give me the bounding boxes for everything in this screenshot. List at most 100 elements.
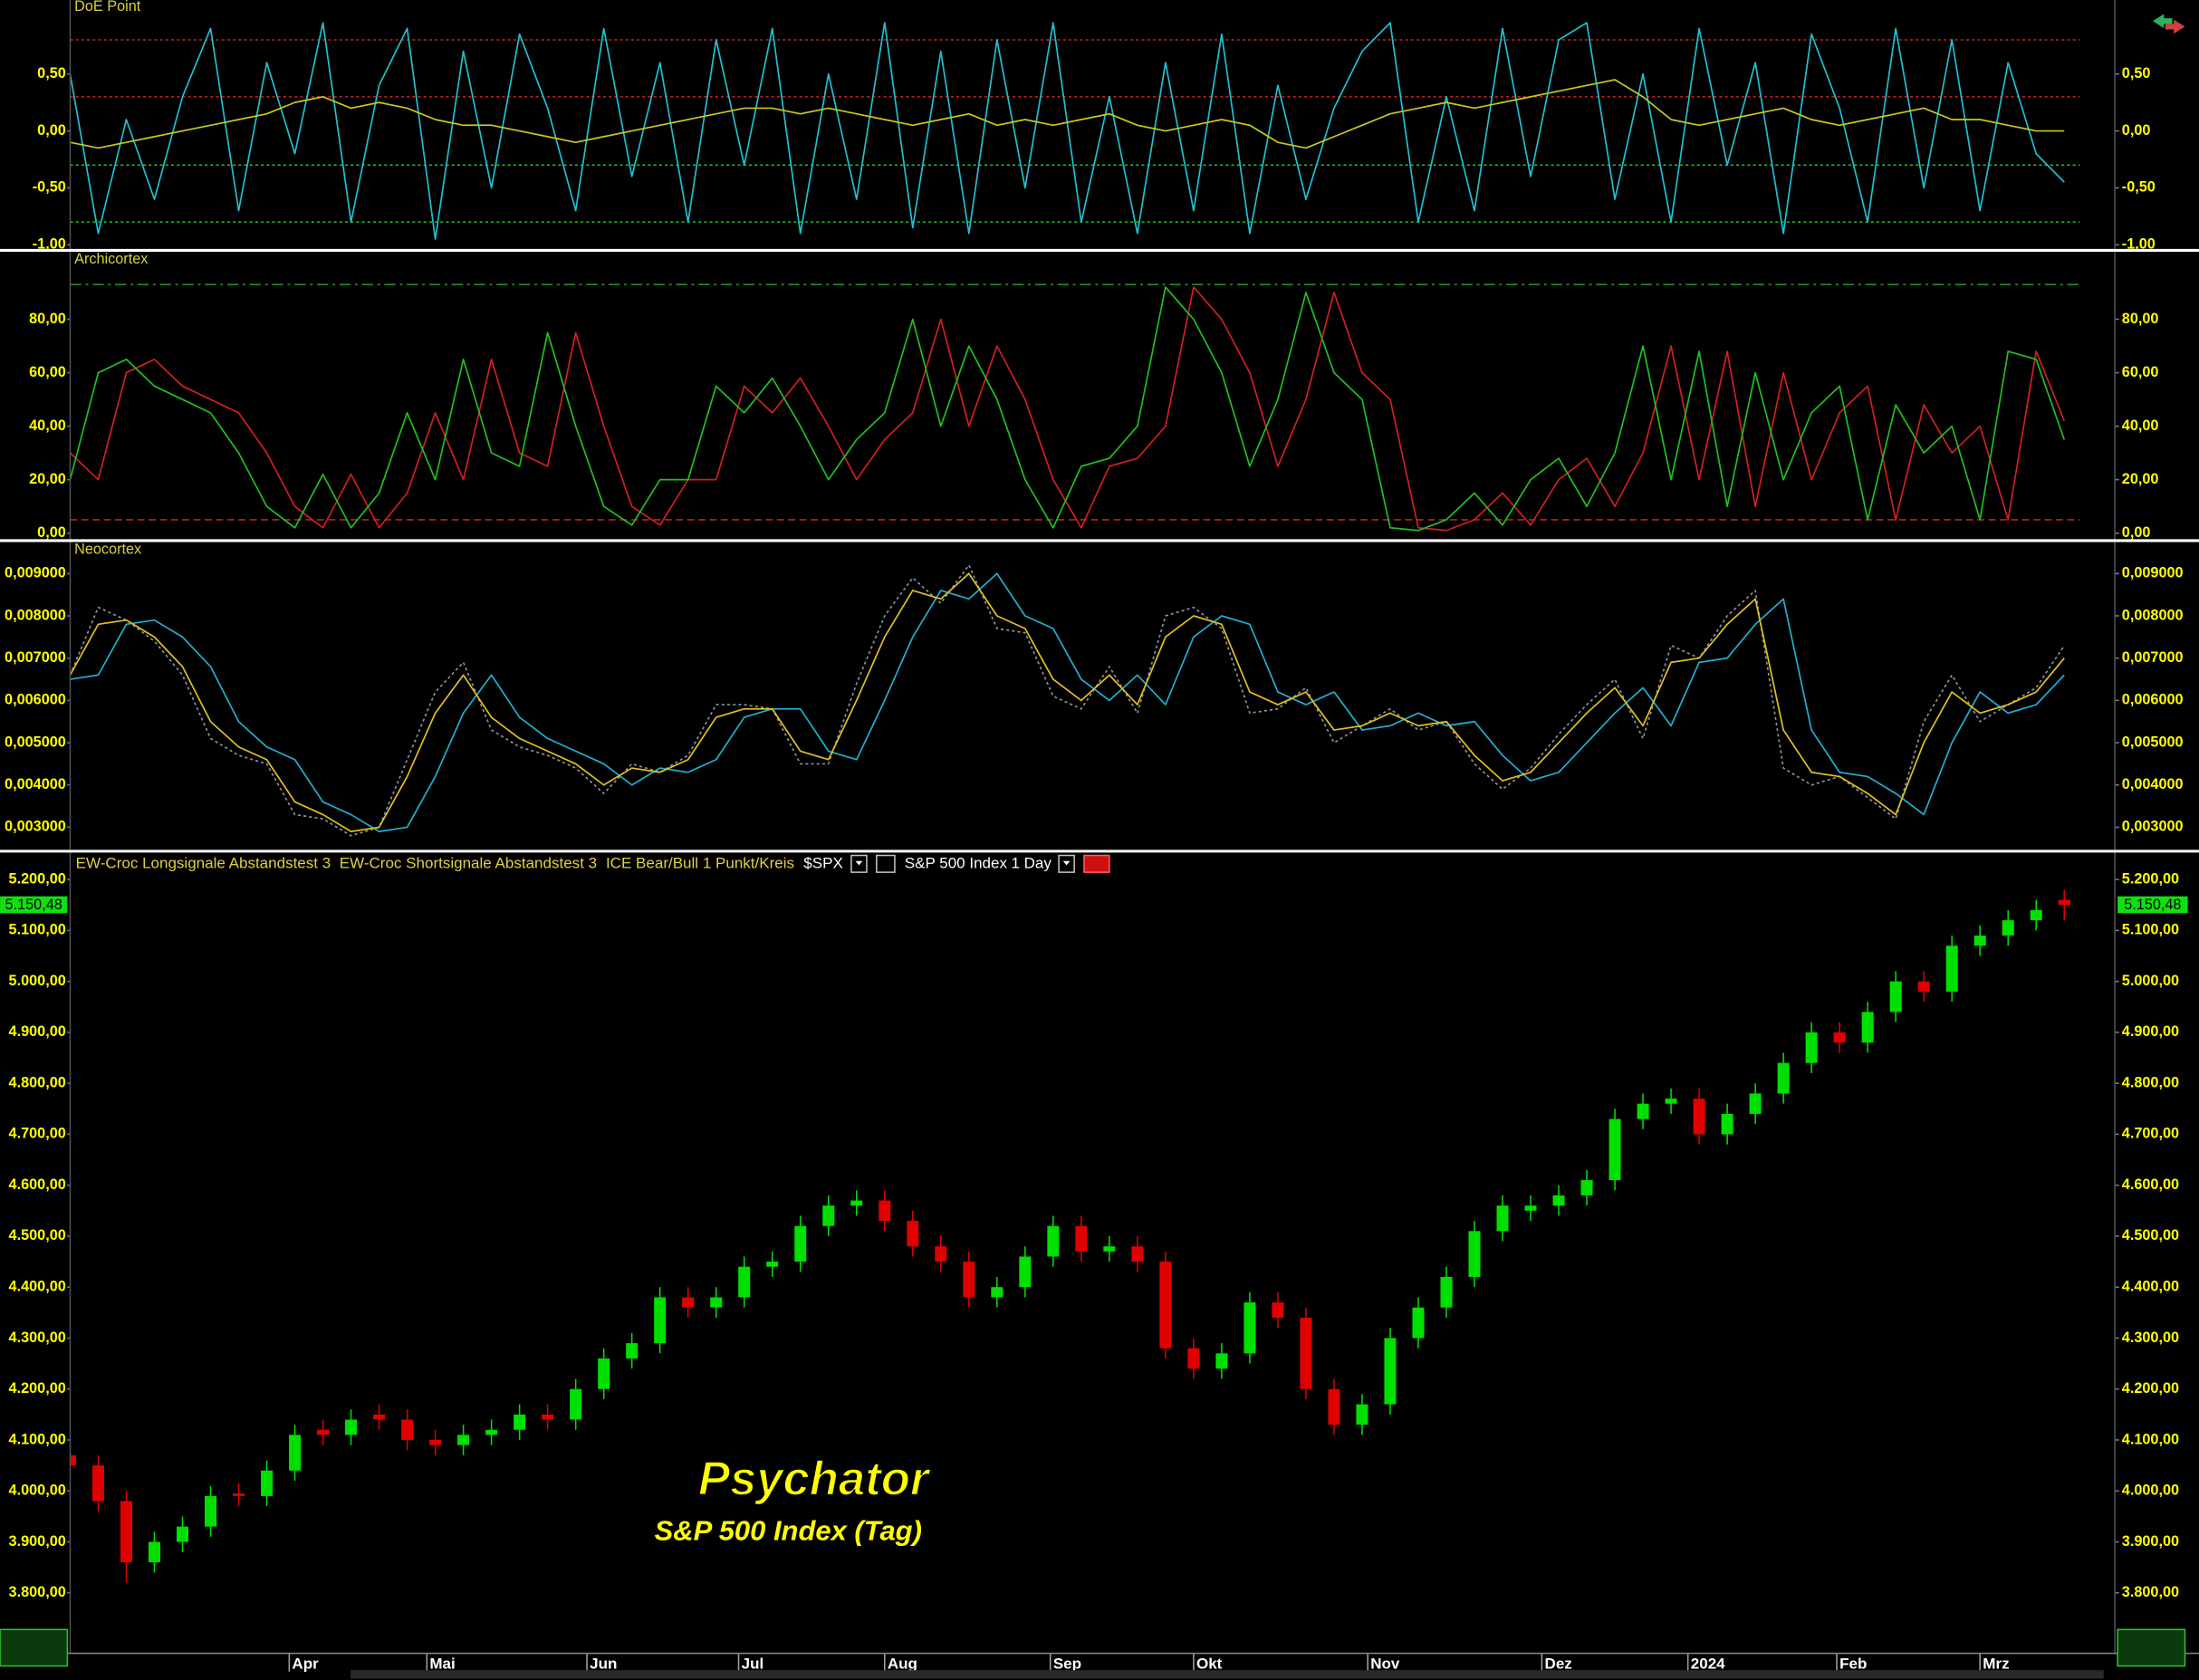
candle-body (2058, 899, 2070, 906)
y-tick-label: 0,00 (2122, 122, 2151, 139)
candle-body (850, 1200, 863, 1206)
y-tick-label: 4.100,00 (9, 1431, 66, 1447)
panel-axes: Archicortex 0,00 0,00 20,00 20,00 40,00 40,00 6… (29, 253, 2159, 541)
series-line (70, 286, 2066, 532)
series-line (70, 572, 2065, 832)
candle-body (70, 1454, 76, 1466)
candle-body (1945, 946, 1958, 992)
x-tick-label: Nov (1370, 1655, 1400, 1672)
y-tick-label: 60,00 (29, 364, 66, 380)
x-tick-label: Jun (590, 1655, 617, 1672)
y-tick-label: 4.300,00 (2122, 1330, 2179, 1346)
x-tick-label: Okt (1196, 1655, 1223, 1672)
candle-body (514, 1414, 526, 1430)
candle-body (261, 1470, 274, 1496)
candle-body (1889, 981, 1902, 1013)
y-tick-label: 5.100,00 (2122, 922, 2179, 938)
candle-body (738, 1266, 751, 1298)
candle-body (373, 1414, 386, 1420)
y-tick-label: 5.000,00 (9, 973, 66, 989)
scrollbar[interactable] (350, 1670, 2104, 1679)
y-tick-label: 4.000,00 (9, 1483, 66, 1499)
candle-body (991, 1287, 1003, 1298)
candle-body (1356, 1404, 1368, 1426)
candle-body (345, 1419, 358, 1435)
compare-button[interactable] (876, 854, 896, 873)
candle-body (1693, 1099, 1705, 1135)
candle-body (289, 1435, 302, 1471)
candle-body (1440, 1276, 1453, 1308)
y-tick-label: -0,50 (33, 179, 66, 196)
y-tick-label: 20,00 (29, 471, 66, 487)
indicator-name: EW-Croc Longsignale Abstandstest 3 (76, 854, 331, 871)
panel (70, 564, 2065, 837)
y-tick-label: 0,00 (37, 122, 66, 139)
candle-body (1244, 1302, 1256, 1354)
candle-body (233, 1493, 245, 1496)
candle-body (1637, 1103, 1649, 1119)
y-tick-label: 5.200,00 (2122, 870, 2179, 887)
y-tick-label: 4.200,00 (9, 1380, 66, 1397)
y-tick-label: 3.800,00 (2122, 1584, 2179, 1600)
y-tick-label: 5.000,00 (2122, 973, 2179, 989)
y-tick-label: 0,007000 (2122, 649, 2184, 666)
y-tick-label: 0,004000 (5, 776, 66, 792)
candle-body (626, 1343, 639, 1358)
y-tick-label: 0,008000 (5, 607, 66, 623)
watermark: Psychator S&P 500 Index (Tag) (655, 1452, 932, 1547)
panel (70, 889, 2070, 1583)
y-tick-label: 0,006000 (2122, 692, 2184, 708)
corner-widget (2117, 1628, 2186, 1667)
candle-body (1861, 1012, 1874, 1043)
symbol: $SPX (803, 854, 843, 871)
y-tick-label: 4.300,00 (9, 1330, 66, 1346)
candle-body (542, 1414, 554, 1420)
candle-body (401, 1419, 414, 1440)
candle-body (907, 1221, 919, 1247)
y-tick-label: 0,00 (2122, 524, 2151, 541)
last-price-label: 5.150,48 (5, 897, 62, 913)
candle-body (2030, 909, 2042, 921)
y-tick-label: 4.400,00 (9, 1278, 66, 1294)
candle-body (1917, 981, 1930, 992)
panel-axes: 3.800,00 3.800,00 3.900,00 3.900,00 4.000,00… (9, 870, 2180, 1600)
candle-body (1272, 1302, 1284, 1318)
panel-axes: DoE Point 0,50 0,50 0,00 0,00 -0,50 -0,50 -1,00… (33, 0, 2156, 253)
last-price-tag (2117, 896, 2188, 914)
candle-body (822, 1205, 835, 1226)
y-tick-label: 0,50 (2122, 65, 2151, 82)
candle-body (1187, 1348, 1200, 1369)
reset-button[interactable] (1083, 854, 1110, 873)
candle-body (963, 1262, 975, 1298)
candle-body (682, 1297, 695, 1308)
y-tick-label: -0,50 (2122, 179, 2156, 196)
y-tick-label: -1,00 (2122, 236, 2156, 253)
candle-body (1075, 1225, 1088, 1252)
corner-widget (0, 1628, 69, 1667)
candle-body (1300, 1317, 1312, 1389)
y-tick-label: 0,004000 (2122, 776, 2184, 792)
candle-body (1721, 1113, 1733, 1135)
candle-body (1552, 1195, 1565, 1206)
y-tick-label: 60,00 (2122, 364, 2159, 380)
candle-body (429, 1439, 442, 1445)
y-tick-label: 4.500,00 (9, 1227, 66, 1243)
dropdown-arrow (1062, 860, 1071, 866)
price-header: EW-Croc Longsignale Abstandstest 3 EW-Cr… (76, 854, 1110, 873)
y-tick-label: 0,003000 (2122, 819, 2184, 835)
candle-body (1608, 1118, 1621, 1181)
x-tick-label: Jul (742, 1655, 764, 1672)
y-tick-label: 3.800,00 (9, 1584, 66, 1600)
candle-body (1215, 1353, 1228, 1369)
sync-icon[interactable] (2152, 14, 2185, 34)
y-tick-label: 5.100,00 (9, 922, 66, 938)
candle-body (1973, 936, 1986, 946)
y-tick-label: 4.800,00 (2122, 1074, 2179, 1090)
y-tick-label: 4.000,00 (2122, 1483, 2179, 1499)
candle-body (205, 1495, 217, 1527)
y-tick-label: 4.700,00 (2122, 1126, 2179, 1142)
y-tick-label: 3.900,00 (9, 1533, 66, 1550)
y-tick-label: 4.400,00 (2122, 1278, 2179, 1294)
